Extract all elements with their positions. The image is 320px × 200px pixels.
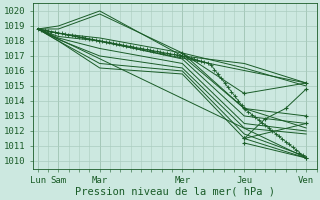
- X-axis label: Pression niveau de la mer( hPa ): Pression niveau de la mer( hPa ): [75, 187, 275, 197]
